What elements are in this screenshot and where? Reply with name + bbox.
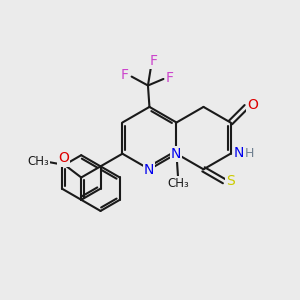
Text: F: F: [166, 71, 174, 85]
Text: F: F: [121, 68, 129, 82]
Text: CH₃: CH₃: [168, 177, 189, 190]
Text: S: S: [226, 174, 235, 188]
Text: N: N: [234, 146, 244, 160]
Text: CH₃: CH₃: [27, 155, 49, 168]
Text: O: O: [58, 152, 69, 166]
Text: O: O: [248, 98, 258, 112]
Text: F: F: [150, 54, 158, 68]
Text: N: N: [144, 163, 154, 177]
Text: H: H: [245, 147, 254, 160]
Text: N: N: [171, 147, 181, 161]
